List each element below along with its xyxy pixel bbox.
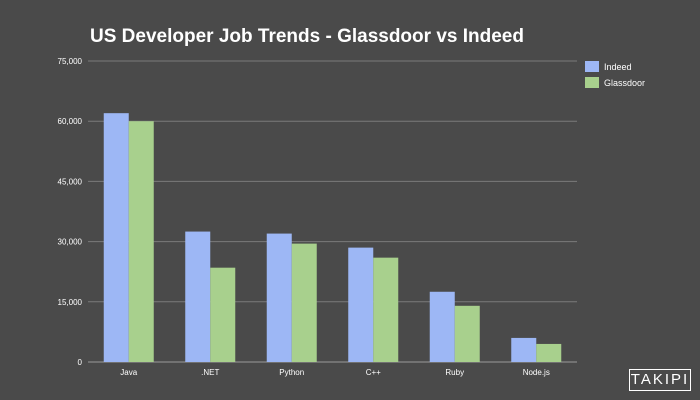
bar-glassdoor-python (291, 243, 317, 362)
x-tick-label: Ruby (445, 368, 464, 377)
bar-indeed-ruby (429, 291, 455, 362)
x-tick-label: Java (120, 368, 137, 377)
y-tick-label: 0 (78, 358, 83, 367)
bar-indeed-python (266, 233, 292, 362)
y-tick-label: 15,000 (58, 298, 83, 307)
gridlines (88, 60, 577, 363)
bars (103, 113, 562, 362)
y-tick-label: 30,000 (58, 238, 83, 247)
x-axis-ticks: Java .NET Python C++ Ruby Node.js (120, 368, 550, 377)
x-tick-label: Node.js (523, 368, 550, 377)
chart-title: US Developer Job Trends - Glassdoor vs I… (90, 26, 524, 47)
x-tick-label: C++ (366, 368, 381, 377)
bar-indeed-net (185, 231, 211, 362)
bar-indeed-nodejs (511, 337, 537, 362)
bar-glassdoor-c (373, 257, 399, 362)
legend: Indeed Glassdoor (585, 61, 645, 88)
y-axis-ticks: 0 15,000 30,000 45,000 60,000 75,000 (58, 57, 83, 367)
bar-indeed-c (348, 247, 374, 362)
legend-label-glassdoor: Glassdoor (604, 78, 645, 88)
y-tick-label: 60,000 (58, 117, 83, 126)
legend-label-indeed: Indeed (604, 62, 632, 72)
bar-glassdoor-java (128, 121, 154, 362)
bar-glassdoor-net (210, 267, 236, 362)
bar-glassdoor-nodejs (536, 343, 562, 362)
y-tick-label: 45,000 (58, 177, 83, 186)
bar-indeed-java (103, 113, 129, 362)
legend-swatch-indeed (585, 61, 599, 72)
bar-glassdoor-ruby (454, 305, 480, 362)
x-tick-label: .NET (201, 368, 219, 377)
y-tick-label: 75,000 (58, 57, 83, 66)
legend-swatch-glassdoor (585, 77, 599, 88)
x-tick-label: Python (279, 368, 304, 377)
takipi-logo: TAKIPI (629, 369, 691, 391)
